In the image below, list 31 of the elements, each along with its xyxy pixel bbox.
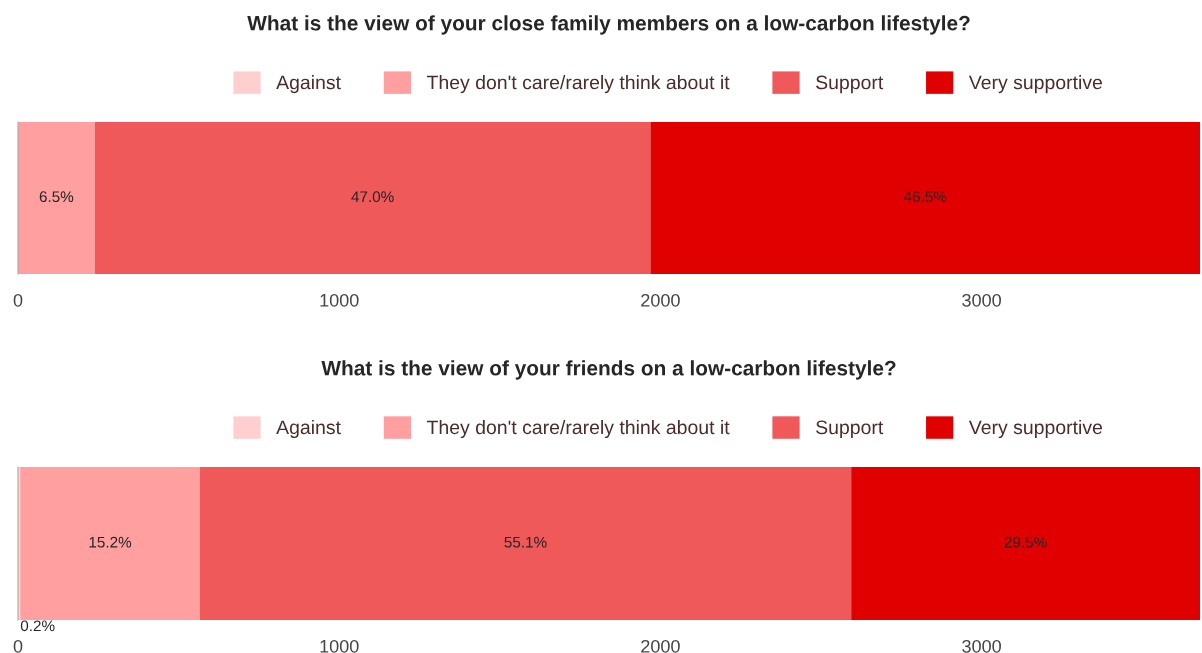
annotation: 55.1% bbox=[504, 536, 547, 548]
chart-title: What is the view of your friends on a low-carbon lifestyle? bbox=[321, 360, 896, 380]
bar bbox=[18, 122, 95, 274]
annotation: 15.2% bbox=[89, 536, 132, 548]
bar bbox=[199, 467, 852, 620]
bar bbox=[851, 467, 1200, 620]
annotation: 46.5% bbox=[903, 191, 947, 203]
legend-label: Very supportive bbox=[968, 75, 1102, 94]
legend-label: Very supportive bbox=[968, 419, 1102, 439]
bar bbox=[650, 122, 1200, 274]
legend-label: Support bbox=[816, 75, 884, 94]
x-tick-label: 2000 bbox=[641, 293, 680, 307]
x-tick-label: 1000 bbox=[320, 293, 359, 307]
x-tick-label: 3000 bbox=[962, 293, 1001, 307]
annotation: 47.0% bbox=[351, 191, 394, 203]
legend-label: They don't care/rarely think about it bbox=[426, 75, 730, 94]
legend-label: They don't care/rarely think about it bbox=[426, 419, 730, 439]
x-tick-label: 3000 bbox=[962, 639, 1001, 653]
text: 0.2% bbox=[20, 620, 55, 632]
legend-label: Against bbox=[276, 75, 341, 94]
legend-label: Against bbox=[276, 419, 341, 439]
legend-label: Support bbox=[816, 420, 884, 439]
x-tick-label: 0 bbox=[13, 293, 23, 307]
annotation: 29.5% bbox=[1004, 536, 1047, 548]
x-tick-label: 1000 bbox=[320, 639, 359, 653]
chart-title: What is the view of your close family members on a low-carbon lifestyle? bbox=[247, 15, 970, 35]
x-tick-label: 0 bbox=[13, 639, 23, 653]
x-tick-label: 2000 bbox=[641, 639, 680, 653]
annotation: 6.5% bbox=[39, 191, 74, 203]
bar bbox=[94, 122, 651, 274]
bar bbox=[20, 467, 200, 620]
